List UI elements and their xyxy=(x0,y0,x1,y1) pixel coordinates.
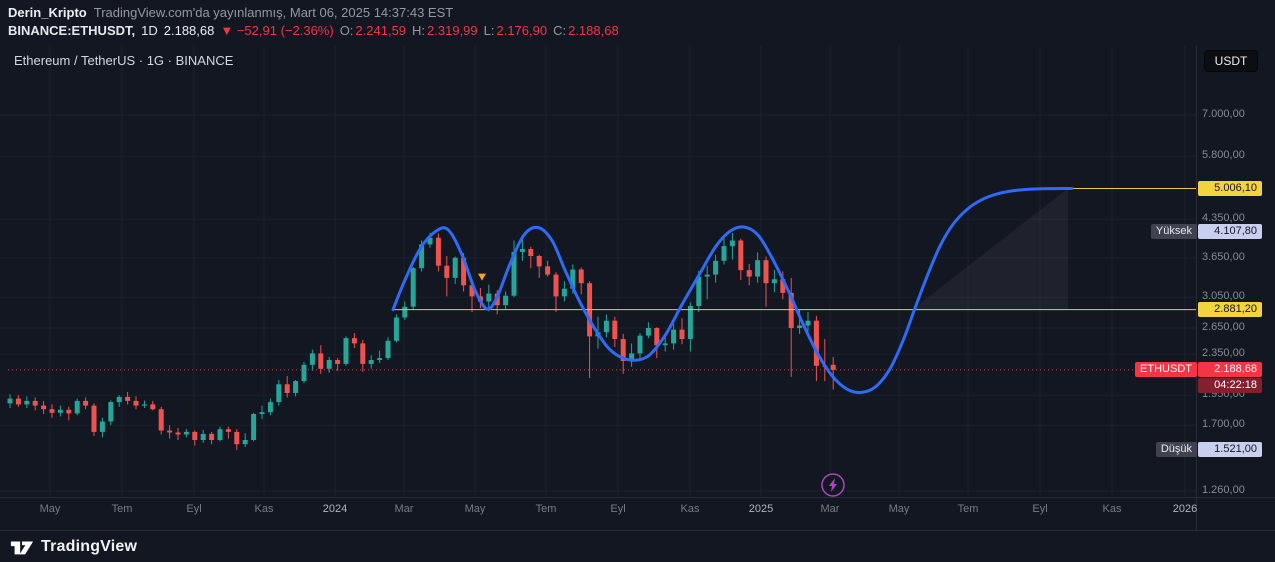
high-value: 2.319,99 xyxy=(427,23,478,38)
time-scale-separator xyxy=(0,497,1275,498)
low-label: L: xyxy=(483,23,495,38)
last-label-value: 2.188,68 xyxy=(1198,361,1262,377)
price-tick: 3.650,00 xyxy=(1202,250,1245,263)
projection-curve[interactable] xyxy=(391,187,1074,395)
low-field: L: 2.176,90 xyxy=(484,23,547,38)
price-tick: 5.800,00 xyxy=(1202,149,1245,162)
open-field: O: 2.241,59 xyxy=(340,23,406,38)
time-tick: Mar xyxy=(394,503,414,515)
high-field: H: 2.319,99 xyxy=(412,23,478,38)
time-tick: Mar xyxy=(820,503,840,515)
time-tick: 2026 xyxy=(1172,503,1198,515)
price-tick: 4.350,00 xyxy=(1202,212,1245,225)
price-tick: 1.260,00 xyxy=(1202,484,1245,496)
price-tick: 1.700,00 xyxy=(1202,418,1245,431)
price-tick: 7.000,00 xyxy=(1202,108,1245,120)
open-label: O: xyxy=(339,23,354,38)
time-tick: 2024 xyxy=(322,503,348,515)
chart-title: Ethereum / TetherUS · 1G · BINANCE xyxy=(14,53,234,68)
time-tick: Eyl xyxy=(1032,503,1048,515)
alert-marker-icon xyxy=(478,273,486,281)
open-value: 2.241,59 xyxy=(355,23,407,38)
price-tick: 3.050,00 xyxy=(1202,290,1245,303)
tradingview-brand[interactable]: TradingView xyxy=(41,537,138,555)
symbol-info-line: BINANCE:ETHUSDT, 1D 2.188,68 ▼ −52,91 (−… xyxy=(8,23,1275,38)
high-price-label: Yüksek 4.107,80 xyxy=(1150,223,1262,239)
time-tick: May xyxy=(464,503,486,515)
close-label: C: xyxy=(553,23,567,38)
time-tick: May xyxy=(888,503,910,515)
time-tick: Eyl xyxy=(610,503,626,515)
price-tick: 2.350,00 xyxy=(1202,347,1245,360)
high-label-value: 4.107,80 xyxy=(1198,223,1262,239)
time-tick: Kas xyxy=(254,503,274,515)
low-value: 2.176,90 xyxy=(496,23,548,38)
header: Derin_Kripto TradingView.com'da yayınlanm… xyxy=(0,0,1275,46)
author-name[interactable]: Derin_Kripto xyxy=(8,5,87,20)
last-price: 2.188,68 xyxy=(163,23,215,38)
symbol-name[interactable]: BINANCE:ETHUSDT, xyxy=(8,23,136,38)
time-tick: Tem xyxy=(957,503,979,515)
support-label-value: 2.881,20 xyxy=(1198,301,1262,317)
countdown-value: 04:22:18 xyxy=(1198,377,1262,393)
published-line: Derin_Kripto TradingView.com'da yayınlanm… xyxy=(8,5,1275,20)
published-info: TradingView.com'da yayınlanmış, Mart 06,… xyxy=(93,5,454,20)
support-price-label: 2.881,20 xyxy=(1198,301,1262,317)
time-tick: Eyl xyxy=(186,503,202,515)
time-tick: Tem xyxy=(111,503,133,515)
low-price-label: Düşük 1.521,00 xyxy=(1155,441,1262,457)
idea-lightning-badge[interactable] xyxy=(821,473,845,497)
high-label-name: Yüksek xyxy=(1150,223,1197,239)
price-tick: 2.650,00 xyxy=(1202,321,1245,333)
last-price-label: ETHUSDT 2.188,68 xyxy=(1135,361,1262,377)
target-price-label: 5.006,10 xyxy=(1198,180,1262,196)
tradingview-logo-icon[interactable] xyxy=(10,538,34,556)
time-tick: May xyxy=(39,503,61,515)
price-change: ▼ −52,91 (−2.36%) xyxy=(220,23,334,38)
time-scale[interactable]: May Tem Eyl Kas 2024 Mar May Tem Eyl Kas 2025 Mar Ma… xyxy=(0,503,1275,521)
high-label: H: xyxy=(412,23,426,38)
time-tick: Kas xyxy=(680,503,700,515)
low-label-name: Düşük xyxy=(1155,441,1197,457)
time-tick: Tem xyxy=(535,503,557,515)
grid xyxy=(0,46,1196,497)
footer: TradingView xyxy=(0,530,1275,562)
last-label-name: ETHUSDT xyxy=(1135,361,1197,377)
close-value: 2.188,68 xyxy=(568,23,619,38)
price-scale-separator xyxy=(1196,46,1197,530)
interval-label: 1D xyxy=(141,23,158,38)
countdown-label: 04:22:18 xyxy=(1198,377,1262,393)
time-tick: 2025 xyxy=(748,503,774,515)
projection-sheen xyxy=(912,188,1068,310)
close-field: C: 2.188,68 xyxy=(553,23,619,38)
target-label-value: 5.006,10 xyxy=(1198,180,1262,196)
low-label-value: 1.521,00 xyxy=(1198,441,1262,457)
currency-toggle-button[interactable]: USDT xyxy=(1204,50,1258,72)
time-tick: Kas xyxy=(1102,503,1122,515)
